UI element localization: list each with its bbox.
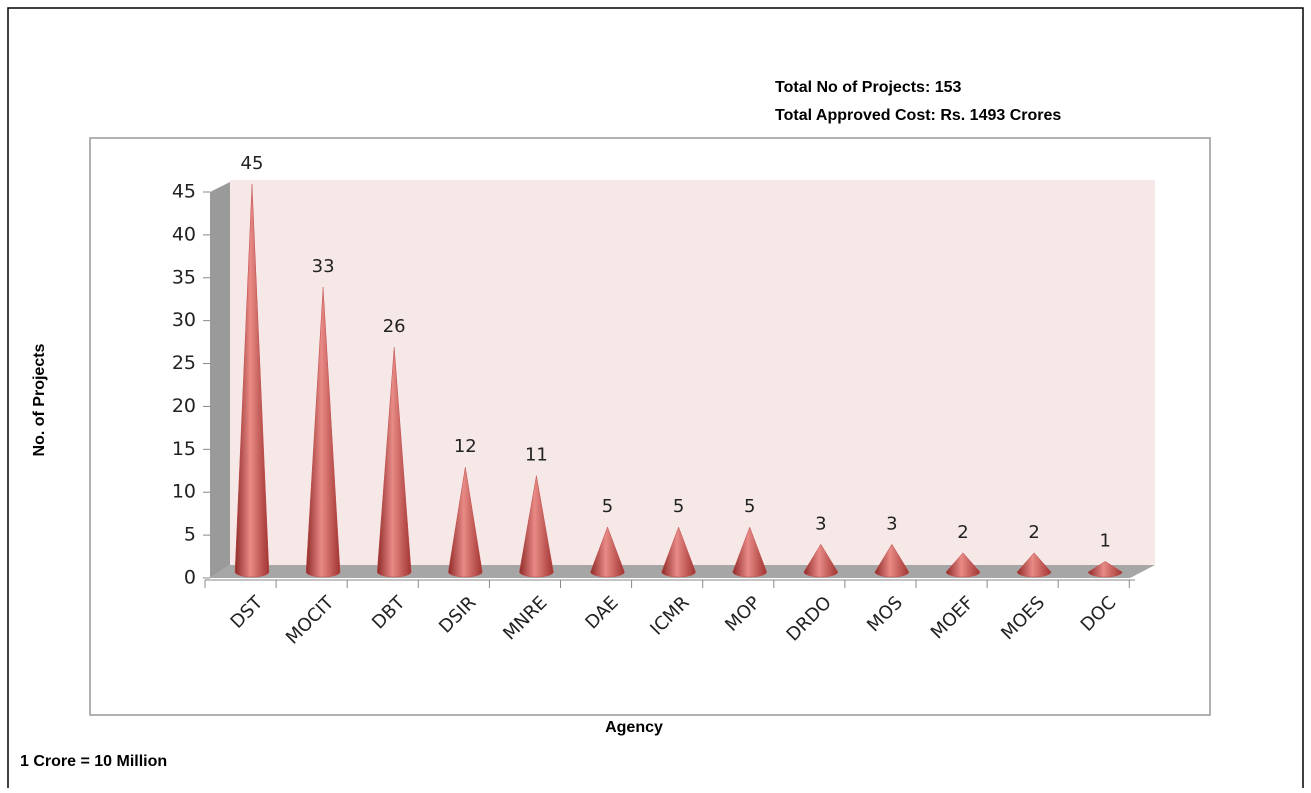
cone <box>803 543 839 578</box>
side-wall <box>210 182 230 578</box>
y-tick-label: 10 <box>172 481 196 503</box>
annotation: 1 Crore = 10 Million <box>20 753 167 770</box>
chart-border <box>89 137 1211 716</box>
x-tick-label: DAE <box>581 592 622 633</box>
x-axis-title: Agency <box>605 719 663 736</box>
data-label: 26 <box>383 316 406 337</box>
x-tick-label: MOCIT <box>282 592 339 649</box>
x-tick-label: ICMR <box>646 592 693 639</box>
data-label: 5 <box>673 496 684 517</box>
data-label: 2 <box>1028 522 1039 543</box>
x-tick-label: DBT <box>368 592 410 634</box>
y-tick-label: 45 <box>172 181 196 203</box>
y-tick-label: 40 <box>172 223 196 245</box>
data-label: 45 <box>241 153 264 174</box>
cone <box>732 526 767 578</box>
data-label: 12 <box>454 436 477 457</box>
x-tick-label: MNRE <box>499 592 551 644</box>
cone <box>448 467 483 578</box>
cone <box>874 543 910 578</box>
x-tick-label: MOEF <box>927 592 978 643</box>
cone <box>234 183 270 578</box>
y-tick-label: 15 <box>172 438 196 460</box>
data-label: 3 <box>886 513 897 534</box>
y-tick-label: 30 <box>172 309 196 331</box>
y-tick-label: 5 <box>184 524 196 546</box>
cone <box>590 526 625 578</box>
data-label: 2 <box>957 522 968 543</box>
x-tick-label: DST <box>227 592 268 633</box>
cone <box>1087 561 1123 578</box>
x-tick-label: MOP <box>721 592 765 636</box>
x-tick-label: DOC <box>1077 592 1121 636</box>
data-label: 3 <box>815 513 826 534</box>
cone <box>1016 552 1052 578</box>
cone <box>945 552 981 578</box>
data-label: 33 <box>312 256 335 277</box>
x-tick-label: MOS <box>863 592 907 636</box>
x-tick-label: DSIR <box>435 592 480 637</box>
y-tick-label: 20 <box>172 395 196 417</box>
annotation: Total No of Projects: 153 <box>775 79 962 96</box>
cone <box>661 526 696 578</box>
y-tick-label: 35 <box>172 266 196 288</box>
annotation: Total Approved Cost: Rs. 1493 Crores <box>775 107 1061 124</box>
x-tick-label: MOES <box>997 592 1049 644</box>
data-label: 1 <box>1099 530 1110 551</box>
cone <box>305 286 341 578</box>
y-tick-label: 0 <box>184 567 196 589</box>
page-border <box>7 7 1304 793</box>
data-label: 11 <box>525 445 548 466</box>
y-tick-label: 25 <box>172 352 196 374</box>
y-axis-title: No. of Projects <box>31 343 48 456</box>
back-wall <box>230 180 1155 565</box>
cone <box>519 475 554 578</box>
x-tick-label: DRDO <box>783 592 836 645</box>
data-label: 5 <box>744 496 755 517</box>
cone <box>376 346 412 578</box>
data-label: 5 <box>602 496 613 517</box>
